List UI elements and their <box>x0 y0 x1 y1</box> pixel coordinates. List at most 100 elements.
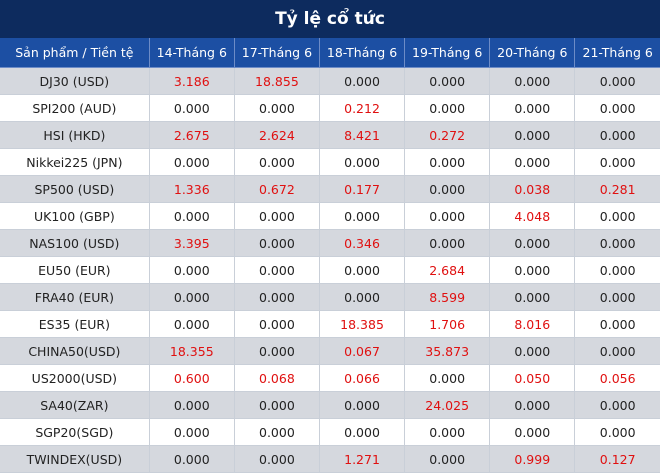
dividend-value-cell: 18.855 <box>234 67 320 95</box>
dividend-value-cell: 0.000 <box>404 67 491 95</box>
dividend-value-cell: 0.000 <box>404 148 491 176</box>
table-row: DJ30 (USD) 3.186 18.855 0.000 0.000 0.000 0.00… <box>0 67 660 95</box>
dividend-value-cell: 2.624 <box>234 121 320 149</box>
product-cell: HSI (HKD) <box>0 121 150 149</box>
dividend-value-cell: 0.000 <box>404 364 491 392</box>
table-title: Tỷ lệ cổ tức <box>0 0 660 38</box>
dividend-value-cell: 0.050 <box>489 364 576 392</box>
product-cell: CHINA50(USD) <box>0 337 150 365</box>
dividend-value-cell: 0.177 <box>319 175 406 203</box>
dividend-value-cell: 0.000 <box>574 202 660 230</box>
dividend-value-cell: 0.000 <box>234 310 320 338</box>
table-row: FRA40 (EUR) 0.000 0.000 0.000 8.599 0.000 0.00… <box>0 283 660 311</box>
dividend-value-cell: 0.000 <box>574 229 660 257</box>
dividend-value-cell: 0.272 <box>404 121 491 149</box>
dividend-value-cell: 0.000 <box>149 445 235 473</box>
table-row: SP500 (USD) 1.336 0.672 0.177 0.000 0.038 0.28… <box>0 175 660 203</box>
dividend-value-cell: 0.000 <box>574 391 660 419</box>
table-row: Nikkei225 (JPN) 0.000 0.000 0.000 0.000 0.000… <box>0 148 660 176</box>
dividend-value-cell: 0.000 <box>574 337 660 365</box>
dividend-value-cell: 0.000 <box>319 256 406 284</box>
dividend-value-cell: 0.000 <box>234 391 320 419</box>
dividend-value-cell: 0.000 <box>234 283 320 311</box>
table-row: UK100 (GBP) 0.000 0.000 0.000 0.000 4.048 0.00… <box>0 202 660 230</box>
dividend-value-cell: 0.000 <box>149 391 235 419</box>
dividend-value-cell: 1.271 <box>319 445 406 473</box>
dividend-value-cell: 0.000 <box>234 94 320 122</box>
column-header-date: 14-Tháng 6 <box>149 38 235 68</box>
dividend-value-cell: 0.000 <box>319 391 406 419</box>
column-header-date: 17-Tháng 6 <box>234 38 320 68</box>
dividend-value-cell: 0.000 <box>574 94 660 122</box>
dividend-value-cell: 0.000 <box>319 418 406 446</box>
dividend-value-cell: 0.056 <box>574 364 660 392</box>
dividend-value-cell: 0.281 <box>574 175 660 203</box>
dividend-value-cell: 0.000 <box>404 229 491 257</box>
dividend-value-cell: 0.000 <box>489 148 576 176</box>
dividend-value-cell: 0.067 <box>319 337 406 365</box>
column-header-date: 19-Tháng 6 <box>404 38 491 68</box>
dividend-value-cell: 0.000 <box>489 256 576 284</box>
dividend-value-cell: 0.127 <box>574 445 660 473</box>
product-cell: SGP20(SGD) <box>0 418 150 446</box>
dividend-value-cell: 0.000 <box>319 202 406 230</box>
dividend-value-cell: 2.684 <box>404 256 491 284</box>
dividend-value-cell: 0.000 <box>149 94 235 122</box>
dividend-value-cell: 8.016 <box>489 310 576 338</box>
table-row: SPI200 (AUD) 0.000 0.000 0.212 0.000 0.000 0.0… <box>0 94 660 122</box>
dividend-value-cell: 0.000 <box>234 256 320 284</box>
dividend-value-cell: 1.706 <box>404 310 491 338</box>
table-row: US2000(USD) 0.600 0.068 0.066 0.000 0.050 0.05… <box>0 364 660 392</box>
dividend-value-cell: 0.000 <box>234 418 320 446</box>
dividend-value-cell: 0.000 <box>574 310 660 338</box>
dividend-value-cell: 0.000 <box>489 391 576 419</box>
product-cell: SPI200 (AUD) <box>0 94 150 122</box>
dividend-value-cell: 4.048 <box>489 202 576 230</box>
dividend-value-cell: 0.068 <box>234 364 320 392</box>
dividend-value-cell: 0.000 <box>234 148 320 176</box>
dividend-value-cell: 0.000 <box>319 283 406 311</box>
table-row: TWINDEX(USD) 0.000 0.000 1.271 0.000 0.999 0.1… <box>0 445 660 473</box>
table-row: EU50 (EUR) 0.000 0.000 0.000 2.684 0.000 0.000 <box>0 256 660 284</box>
table-row: SA40(ZAR) 0.000 0.000 0.000 24.025 0.000 0.000 <box>0 391 660 419</box>
column-header-date: 18-Tháng 6 <box>319 38 406 68</box>
product-cell: FRA40 (EUR) <box>0 283 150 311</box>
product-cell: Nikkei225 (JPN) <box>0 148 150 176</box>
dividend-value-cell: 0.000 <box>404 418 491 446</box>
table-row: SGP20(SGD) 0.000 0.000 0.000 0.000 0.000 0.000 <box>0 418 660 446</box>
dividend-value-cell: 0.000 <box>489 121 576 149</box>
dividend-value-cell: 0.212 <box>319 94 406 122</box>
dividend-value-cell: 18.385 <box>319 310 406 338</box>
dividend-value-cell: 0.000 <box>319 67 406 95</box>
dividend-value-cell: 0.000 <box>319 148 406 176</box>
table-row: ES35 (EUR) 0.000 0.000 18.385 1.706 8.016 0.00… <box>0 310 660 338</box>
dividend-value-cell: 0.000 <box>149 310 235 338</box>
dividend-value-cell: 0.000 <box>404 445 491 473</box>
dividend-value-cell: 0.000 <box>489 337 576 365</box>
dividend-value-cell: 35.873 <box>404 337 491 365</box>
dividend-value-cell: 0.000 <box>574 283 660 311</box>
table-row: HSI (HKD) 2.675 2.624 8.421 0.272 0.000 0.000 <box>0 121 660 149</box>
dividend-value-cell: 0.000 <box>489 229 576 257</box>
dividend-value-cell: 0.000 <box>574 256 660 284</box>
product-cell: TWINDEX(USD) <box>0 445 150 473</box>
product-cell: DJ30 (USD) <box>0 67 150 95</box>
product-cell: SP500 (USD) <box>0 175 150 203</box>
dividend-value-cell: 18.355 <box>149 337 235 365</box>
dividend-value-cell: 0.066 <box>319 364 406 392</box>
dividend-value-cell: 0.000 <box>574 148 660 176</box>
product-cell: EU50 (EUR) <box>0 256 150 284</box>
product-cell: UK100 (GBP) <box>0 202 150 230</box>
table-row: CHINA50(USD) 18.355 0.000 0.067 35.873 0.000 0… <box>0 337 660 365</box>
dividend-value-cell: 24.025 <box>404 391 491 419</box>
column-header-date: 20-Tháng 6 <box>489 38 576 68</box>
dividend-value-cell: 0.000 <box>574 67 660 95</box>
dividend-value-cell: 0.038 <box>489 175 576 203</box>
dividend-value-cell: 3.186 <box>149 67 235 95</box>
dividend-value-cell: 0.000 <box>574 418 660 446</box>
dividend-value-cell: 0.000 <box>149 283 235 311</box>
dividend-value-cell: 0.000 <box>489 418 576 446</box>
dividend-value-cell: 2.675 <box>149 121 235 149</box>
dividend-value-cell: 0.000 <box>234 229 320 257</box>
product-cell: NAS100 (USD) <box>0 229 150 257</box>
